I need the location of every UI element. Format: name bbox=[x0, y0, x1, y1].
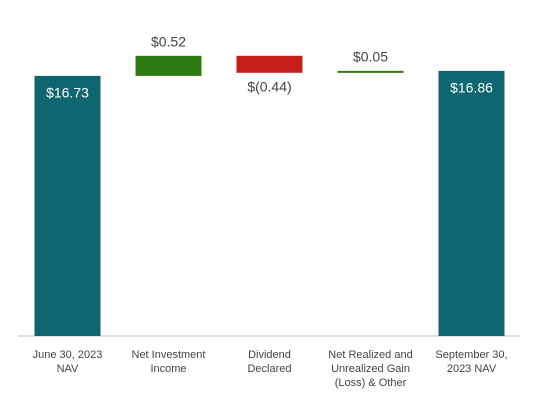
x-tick-label: Dividend bbox=[248, 349, 291, 361]
bar bbox=[337, 70, 404, 73]
x-tick-label: NAV bbox=[57, 363, 79, 375]
x-tick-label: June 30, 2023 bbox=[33, 349, 103, 361]
x-tick-label: Income bbox=[150, 363, 186, 375]
value-label: $0.52 bbox=[151, 34, 186, 50]
x-tick-label: Unrealized Gain bbox=[331, 363, 410, 375]
x-tick-label: September 30, bbox=[435, 349, 507, 361]
bar bbox=[135, 55, 202, 76]
value-label: $(0.44) bbox=[247, 79, 291, 95]
bar bbox=[34, 75, 101, 336]
x-tick-label: Declared bbox=[247, 363, 291, 375]
x-tick-label: 2023 NAV bbox=[447, 363, 497, 375]
x-tick-label: Net Investment bbox=[132, 349, 206, 361]
x-tick-label: (Loss) & Other bbox=[335, 377, 407, 389]
value-label: $16.86 bbox=[450, 80, 493, 96]
x-tick-label: Net Realized and bbox=[328, 349, 412, 361]
value-label: $16.73 bbox=[46, 85, 89, 101]
value-label: $0.05 bbox=[353, 49, 388, 65]
bar bbox=[438, 70, 505, 336]
bar bbox=[236, 55, 303, 73]
